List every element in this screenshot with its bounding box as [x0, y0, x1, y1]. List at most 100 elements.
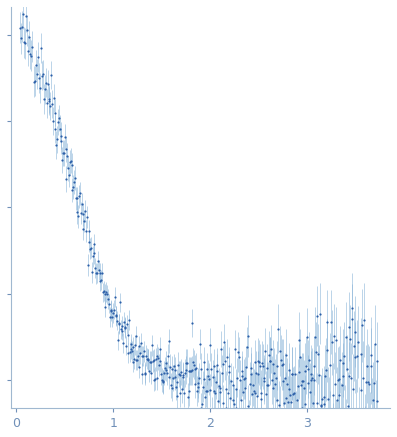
Point [187, 368, 193, 375]
Point [340, 360, 347, 367]
Point [56, 114, 62, 121]
Point [130, 343, 137, 350]
Point [312, 334, 318, 341]
Point [284, 381, 290, 388]
Point [215, 397, 221, 404]
Point [126, 316, 132, 323]
Point [53, 142, 60, 149]
Point [249, 390, 255, 397]
Point [48, 71, 54, 78]
Point [98, 276, 104, 283]
Point [278, 357, 284, 364]
Point [292, 416, 299, 423]
Point [294, 396, 300, 403]
Point [148, 370, 154, 377]
Point [46, 96, 53, 103]
Point [212, 390, 218, 397]
Point [122, 324, 129, 331]
Point [121, 319, 127, 326]
Point [156, 361, 162, 368]
Point [320, 393, 327, 400]
Point [198, 365, 204, 372]
Point [296, 336, 303, 343]
Point [104, 291, 110, 298]
Point [260, 363, 266, 370]
Point [172, 366, 178, 373]
Point [85, 227, 92, 234]
Point [282, 375, 288, 382]
Point [369, 413, 375, 420]
Point [245, 332, 252, 339]
Point [232, 405, 239, 412]
Point [274, 362, 280, 369]
Point [151, 357, 158, 364]
Point [291, 389, 297, 396]
Point [67, 159, 73, 166]
Point [157, 345, 164, 352]
Point [205, 373, 211, 380]
Point [150, 376, 157, 383]
Point [39, 72, 45, 79]
Point [108, 307, 115, 314]
Point [150, 357, 156, 364]
Point [279, 361, 286, 368]
Point [118, 323, 125, 329]
Point [266, 357, 273, 364]
Point [61, 149, 67, 156]
Point [121, 323, 128, 330]
Point [372, 340, 378, 347]
Point [304, 380, 311, 387]
Point [264, 364, 270, 371]
Point [309, 374, 315, 381]
Point [181, 390, 187, 397]
Point [23, 13, 29, 20]
Point [153, 352, 160, 359]
Point [308, 370, 314, 377]
Point [209, 410, 215, 417]
Point [254, 357, 261, 364]
Point [109, 314, 116, 321]
Point [56, 125, 63, 132]
Point [196, 375, 202, 382]
Point [359, 322, 365, 329]
Point [188, 368, 194, 375]
Point [73, 195, 80, 202]
Point [228, 378, 234, 385]
Point [295, 383, 301, 390]
Point [252, 358, 258, 365]
Point [153, 356, 159, 363]
Point [274, 397, 280, 404]
Point [82, 207, 88, 214]
Point [49, 100, 55, 107]
Point [27, 50, 34, 57]
Point [46, 97, 52, 104]
Point [305, 365, 312, 372]
Point [327, 419, 333, 426]
Point [47, 103, 54, 110]
Point [146, 368, 152, 375]
Point [168, 385, 175, 392]
Point [176, 371, 182, 378]
Point [19, 23, 25, 30]
Point [322, 372, 328, 379]
Point [74, 208, 81, 215]
Point [79, 211, 86, 218]
Point [20, 10, 26, 17]
Point [118, 326, 124, 333]
Point [328, 318, 334, 325]
Point [76, 193, 82, 200]
Point [256, 363, 263, 370]
Point [63, 175, 69, 182]
Point [193, 364, 199, 371]
Point [364, 363, 370, 370]
Point [116, 321, 123, 328]
Point [108, 306, 114, 313]
Point [119, 327, 125, 334]
Point [123, 342, 129, 349]
Point [285, 399, 291, 406]
Point [152, 375, 158, 382]
Point [219, 369, 225, 376]
Point [283, 352, 289, 359]
Point [93, 270, 99, 277]
Point [313, 348, 319, 355]
